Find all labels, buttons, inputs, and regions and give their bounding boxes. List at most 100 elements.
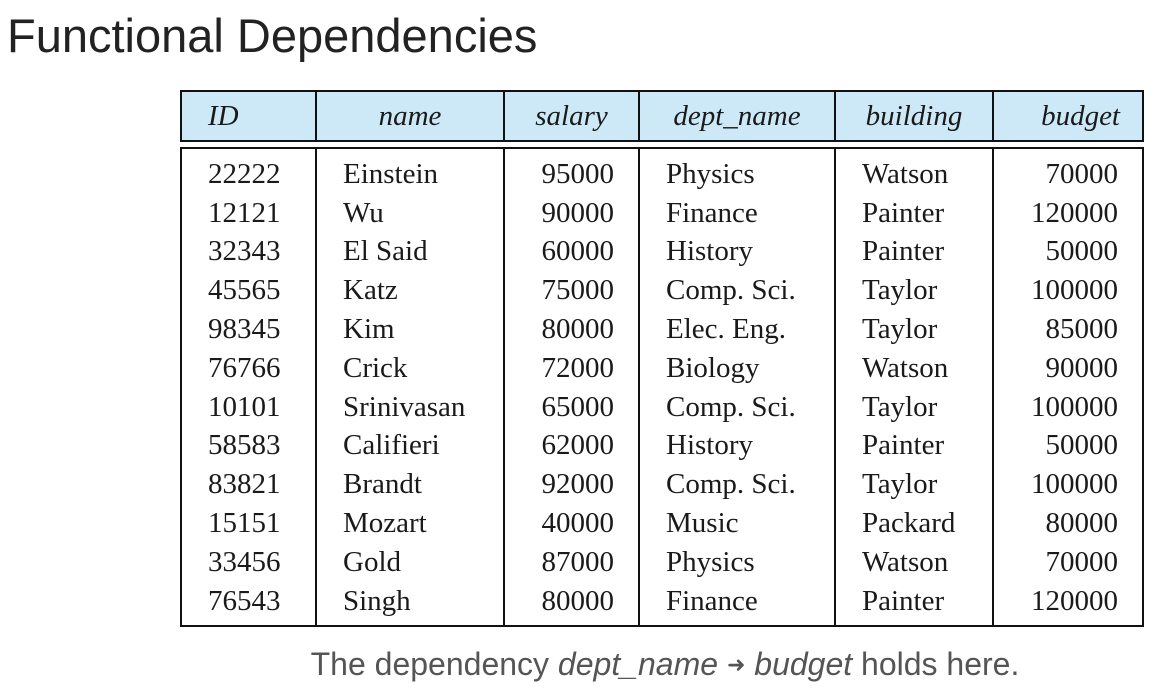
cell-salary: 95000 xyxy=(503,147,640,194)
column-header-id: ID xyxy=(180,90,317,142)
cell-id: 83821 xyxy=(180,465,317,505)
table-row: 83821 Brandt 92000 Comp. Sci. Taylor 100000 xyxy=(180,465,1144,505)
cell-name: Kim xyxy=(315,310,505,349)
cell-building: Taylor xyxy=(834,271,994,311)
cell-salary: 75000 xyxy=(503,271,640,311)
cell-salary: 80000 xyxy=(503,310,640,349)
caption: The dependency dept_name ➜ budget holds … xyxy=(0,642,1176,687)
cell-id: 76543 xyxy=(180,581,317,627)
column-header-name: name xyxy=(315,90,505,142)
cell-id: 76766 xyxy=(180,348,317,388)
cell-building: Watson xyxy=(834,147,994,194)
cell-dept-name: Music xyxy=(638,504,836,543)
cell-dept-name: History xyxy=(638,232,836,272)
table-row: 45565 Katz 75000 Comp. Sci. Taylor 100000 xyxy=(180,271,1144,311)
cell-budget: 100000 xyxy=(992,465,1144,505)
cell-dept-name: Physics xyxy=(638,147,836,194)
right-arrow-icon: ➜ xyxy=(726,652,746,677)
cell-id: 45565 xyxy=(180,271,317,311)
table-body: 22222 Einstein 95000 Physics Watson 70000 1212… xyxy=(180,141,1144,627)
cell-dept-name: Comp. Sci. xyxy=(638,387,836,427)
cell-budget: 85000 xyxy=(992,310,1144,349)
table-row: 22222 Einstein 95000 Physics Watson 70000 xyxy=(180,147,1144,194)
cell-name: Gold xyxy=(315,542,505,582)
cell-building: Painter xyxy=(834,193,994,233)
cell-salary: 65000 xyxy=(503,387,640,427)
cell-dept-name: Comp. Sci. xyxy=(638,465,836,505)
cell-budget: 90000 xyxy=(992,348,1144,388)
cell-building: Painter xyxy=(834,426,994,466)
table-row: 10101 Srinivasan 65000 Comp. Sci. Taylor 1000… xyxy=(180,387,1144,427)
cell-building: Taylor xyxy=(834,387,994,427)
cell-name: Mozart xyxy=(315,504,505,543)
column-header-salary: salary xyxy=(503,90,640,142)
cell-dept-name: Finance xyxy=(638,581,836,627)
cell-id: 32343 xyxy=(180,232,317,272)
cell-building: Watson xyxy=(834,348,994,388)
data-table: ID name salary dept_name building budget… xyxy=(180,90,1144,627)
cell-dept-name: Biology xyxy=(638,348,836,388)
table-row: 76543 Singh 80000 Finance Painter 120000 xyxy=(180,581,1144,627)
column-header-building: building xyxy=(834,90,994,142)
cell-name: Singh xyxy=(315,581,505,627)
cell-dept-name: History xyxy=(638,426,836,466)
cell-salary: 72000 xyxy=(503,348,640,388)
cell-name: El Said xyxy=(315,232,505,272)
cell-salary: 90000 xyxy=(503,193,640,233)
cell-budget: 100000 xyxy=(992,271,1144,311)
cell-building: Taylor xyxy=(834,310,994,349)
cell-budget: 80000 xyxy=(992,504,1144,543)
cell-budget: 70000 xyxy=(992,542,1144,582)
cell-name: Katz xyxy=(315,271,505,311)
cell-dept-name: Comp. Sci. xyxy=(638,271,836,311)
instructor-department-table: ID name salary dept_name building budget… xyxy=(180,90,1144,627)
caption-rhs: budget xyxy=(754,646,853,682)
cell-building: Packard xyxy=(834,504,994,543)
table-row: 98345 Kim 80000 Elec. Eng. Taylor 85000 xyxy=(180,310,1144,349)
cell-building: Painter xyxy=(834,232,994,272)
cell-id: 98345 xyxy=(180,310,317,349)
cell-salary: 80000 xyxy=(503,581,640,627)
cell-name: Califieri xyxy=(315,426,505,466)
cell-budget: 100000 xyxy=(992,387,1144,427)
cell-name: Srinivasan xyxy=(315,387,505,427)
cell-salary: 62000 xyxy=(503,426,640,466)
cell-name: Brandt xyxy=(315,465,505,505)
cell-salary: 92000 xyxy=(503,465,640,505)
cell-dept-name: Elec. Eng. xyxy=(638,310,836,349)
cell-building: Taylor xyxy=(834,465,994,505)
caption-prefix: The dependency xyxy=(310,646,558,682)
cell-name: Einstein xyxy=(315,147,505,194)
cell-budget: 120000 xyxy=(992,581,1144,627)
table-row: 58583 Califieri 62000 History Painter 50000 xyxy=(180,426,1144,466)
cell-budget: 70000 xyxy=(992,147,1144,194)
cell-id: 33456 xyxy=(180,542,317,582)
table-row: 33456 Gold 87000 Physics Watson 70000 xyxy=(180,542,1144,582)
cell-id: 10101 xyxy=(180,387,317,427)
cell-id: 15151 xyxy=(180,504,317,543)
cell-name: Wu xyxy=(315,193,505,233)
cell-budget: 120000 xyxy=(992,193,1144,233)
column-header-budget: budget xyxy=(992,90,1144,142)
cell-id: 12121 xyxy=(180,193,317,233)
cell-dept-name: Finance xyxy=(638,193,836,233)
table-row: 32343 El Said 60000 History Painter 50000 xyxy=(180,232,1144,272)
caption-suffix: holds here. xyxy=(852,646,1020,682)
cell-salary: 40000 xyxy=(503,504,640,543)
cell-dept-name: Physics xyxy=(638,542,836,582)
table-row: 15151 Mozart 40000 Music Packard 80000 xyxy=(180,504,1144,543)
table-header-row: ID name salary dept_name building budget xyxy=(180,90,1144,142)
page-title: Functional Dependencies xyxy=(7,9,538,62)
cell-building: Watson xyxy=(834,542,994,582)
cell-salary: 60000 xyxy=(503,232,640,272)
caption-lhs: dept_name xyxy=(557,646,719,682)
cell-building: Painter xyxy=(834,581,994,627)
table-row: 76766 Crick 72000 Biology Watson 90000 xyxy=(180,348,1144,388)
cell-salary: 87000 xyxy=(503,542,640,582)
cell-budget: 50000 xyxy=(992,426,1144,466)
cell-id: 22222 xyxy=(180,147,317,194)
column-header-dept-name: dept_name xyxy=(638,90,836,142)
table-row: 12121 Wu 90000 Finance Painter 120000 xyxy=(180,193,1144,233)
cell-id: 58583 xyxy=(180,426,317,466)
cell-budget: 50000 xyxy=(992,232,1144,272)
